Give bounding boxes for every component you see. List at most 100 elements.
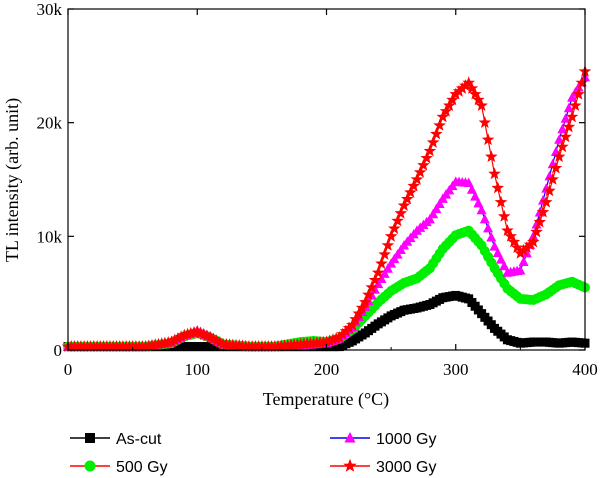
data-point	[394, 206, 408, 219]
data-point	[439, 104, 453, 117]
data-point	[320, 335, 333, 348]
data-point	[382, 263, 393, 273]
data-point	[423, 144, 437, 157]
data-point	[203, 330, 217, 343]
y-tick-label: 0	[54, 341, 63, 360]
legend-marker	[343, 458, 357, 472]
data-point	[494, 195, 508, 208]
data-point	[413, 165, 427, 178]
series-line	[68, 71, 586, 348]
x-tick-label: 400	[572, 360, 598, 379]
series-3000-gy	[61, 64, 592, 352]
legend-label: 1000 Gy	[376, 431, 436, 448]
data-point	[527, 235, 540, 248]
data-point	[507, 235, 521, 248]
data-point	[554, 134, 565, 144]
data-point	[488, 167, 501, 180]
data-point	[492, 247, 503, 258]
data-point	[424, 213, 435, 224]
data-point	[407, 179, 420, 192]
data-point	[404, 186, 417, 198]
data-point	[375, 257, 388, 269]
y-tick-label: 10k	[37, 227, 63, 246]
data-point	[329, 332, 343, 344]
data-point	[556, 140, 569, 153]
data-point	[352, 307, 366, 319]
data-point	[557, 123, 568, 134]
data-point	[572, 87, 585, 100]
data-point	[410, 172, 424, 185]
data-point	[213, 336, 227, 348]
data-point	[165, 335, 178, 348]
data-point	[323, 334, 336, 347]
legend-item: 3000 Gy	[330, 458, 436, 476]
data-point	[455, 82, 469, 94]
data-point	[384, 229, 398, 242]
data-point	[346, 318, 359, 331]
legend-marker	[84, 460, 96, 472]
data-point	[379, 268, 390, 278]
data-point	[365, 280, 378, 293]
x-tick-label: 100	[185, 360, 211, 379]
data-point	[417, 158, 430, 171]
data-point	[463, 177, 474, 187]
legend-marker	[85, 433, 95, 443]
data-point	[501, 224, 514, 236]
ticks-layer: 0 100 200 300 400 0 10k 20k 30k	[37, 0, 598, 379]
data-point	[468, 87, 482, 100]
x-axis-title: Temperature (°C)	[263, 389, 389, 410]
data-point	[397, 199, 411, 211]
data-point	[362, 288, 375, 301]
data-point	[168, 333, 181, 346]
data-point	[473, 197, 484, 208]
legend-item: 1000 Gy	[330, 431, 436, 448]
data-point	[443, 99, 456, 111]
legend-item: 500 Gy	[70, 459, 168, 476]
y-tick-label: 20k	[37, 114, 63, 133]
data-point	[483, 222, 494, 233]
data-point	[549, 161, 563, 174]
series-line	[68, 76, 586, 348]
data-point	[539, 195, 553, 208]
data-point	[504, 229, 517, 242]
legend-label: As-cut	[116, 431, 162, 448]
data-point	[563, 102, 574, 113]
data-point	[430, 127, 443, 140]
data-point	[428, 208, 439, 219]
legend-marker	[344, 432, 356, 443]
data-point	[495, 254, 506, 264]
data-point	[369, 284, 380, 294]
data-point	[401, 192, 414, 205]
data-point	[459, 79, 472, 92]
legend-item: As-cut	[70, 431, 162, 448]
data-point	[476, 204, 487, 215]
y-axis-title: TL intensity (arb. unit)	[2, 98, 23, 262]
data-point	[388, 222, 401, 234]
data-point	[543, 184, 556, 197]
x-tick-label: 0	[64, 360, 73, 379]
data-point	[466, 184, 477, 194]
data-point	[515, 265, 526, 275]
data-point	[546, 172, 559, 185]
data-point	[434, 198, 445, 208]
data-point	[420, 151, 433, 164]
data-point	[376, 273, 387, 284]
data-point	[449, 87, 462, 100]
data-point	[497, 209, 511, 222]
data-point	[174, 330, 188, 343]
data-point	[489, 241, 500, 251]
data-point	[171, 332, 185, 344]
data-point	[562, 120, 576, 133]
data-point	[481, 133, 495, 146]
data-point	[552, 150, 566, 163]
data-point	[339, 324, 353, 337]
data-point	[355, 301, 369, 314]
data-point	[326, 333, 340, 346]
data-point	[479, 213, 490, 224]
series-layer	[61, 64, 592, 352]
data-point	[517, 243, 530, 256]
data-point	[333, 330, 346, 343]
data-point	[575, 76, 588, 89]
legend-label: 3000 Gy	[376, 459, 436, 476]
